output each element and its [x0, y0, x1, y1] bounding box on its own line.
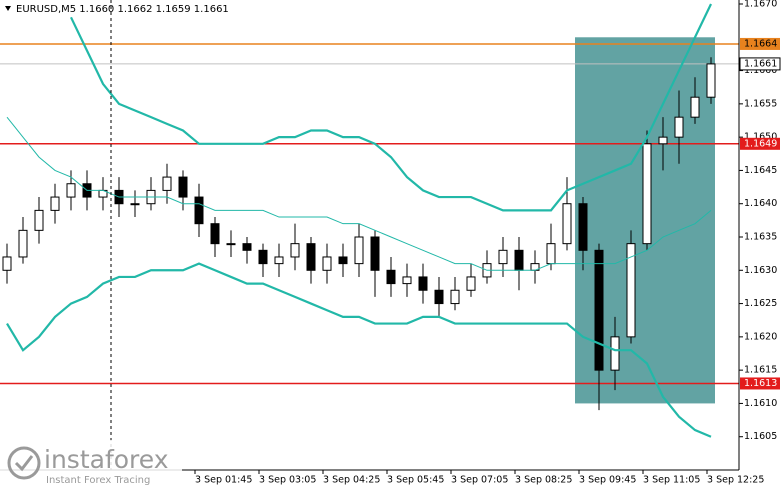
candle-body [258, 249, 268, 265]
y-tick-label: 1.1640 [744, 198, 777, 209]
price-level-box [740, 377, 780, 390]
candle-body [514, 249, 524, 271]
bollinger-band [6, 262, 712, 438]
candle-body [210, 223, 220, 245]
candle-body [610, 336, 620, 371]
bollinger-band [70, 3, 712, 212]
candle-body [50, 196, 60, 211]
candle-body [402, 276, 412, 285]
x-tick-label: 3 Sep 01:45 [195, 475, 252, 486]
candle-body [130, 203, 140, 206]
price-level-box [740, 137, 780, 150]
x-tick-label: 3 Sep 07:05 [451, 475, 508, 486]
logo-tagline: Instant Forex Tracing [46, 475, 150, 486]
candle-body [434, 289, 444, 305]
price-level-label: 1.1664 [744, 38, 777, 49]
price-level-box [739, 57, 781, 71]
candle-body [274, 256, 284, 265]
logo: instaforex Instant Forex Tracing [0, 440, 182, 489]
candle-body [674, 116, 684, 138]
candle-body [242, 243, 252, 251]
x-tick-label: 3 Sep 03:05 [259, 475, 316, 486]
y-tick-label: 1.1630 [744, 265, 777, 276]
x-tick-label: 3 Sep 05:45 [387, 475, 444, 486]
candle-body [226, 243, 236, 246]
candle-body [386, 269, 396, 285]
chart-title: EURUSD,M5 1.1660 1.1662 1.1659 1.1661 [16, 4, 229, 15]
plot-area [0, 3, 739, 438]
y-tick-label: 1.1650 [744, 132, 777, 143]
candle-body [338, 256, 348, 265]
price-level-label: 1.1613 [744, 378, 777, 389]
price-level-label: 1.1661 [744, 58, 777, 69]
y-tick-label: 1.1625 [744, 298, 777, 309]
candle-body [690, 96, 700, 118]
price-level-box [740, 37, 780, 50]
candle-body [194, 196, 204, 225]
candle-body [658, 136, 668, 145]
bollinger-band [6, 116, 712, 271]
candle-body [18, 229, 28, 258]
candle-body [290, 243, 300, 258]
y-tick-label: 1.1605 [744, 431, 777, 442]
x-tick-label: 3 Sep 08:25 [515, 475, 572, 486]
candle-body [370, 236, 380, 271]
logo-icon [7, 446, 41, 480]
y-tick-label: 1.1635 [744, 232, 777, 243]
logo-name: instaforex [44, 445, 169, 474]
logo-icon-mark [14, 455, 34, 472]
candle-body [578, 203, 588, 251]
candle-body [642, 143, 652, 245]
candle-body [626, 243, 636, 338]
candle-body [706, 63, 716, 98]
candle-body [162, 176, 172, 191]
candle-body [178, 176, 188, 198]
x-tick-label: 3 Sep 09:45 [579, 475, 636, 486]
candle-body [306, 243, 316, 271]
candle-body [354, 236, 364, 265]
y-tick-label: 1.1670 [744, 0, 777, 10]
candle-body [66, 183, 76, 198]
candle-body [466, 276, 476, 291]
candle-body [2, 256, 12, 271]
candle-body [562, 203, 572, 245]
y-tick-label: 1.1615 [744, 365, 777, 376]
x-tick-label: 3 Sep 04:25 [323, 475, 380, 486]
y-tick-label: 1.1610 [744, 398, 777, 409]
y-tick-label: 1.1645 [744, 165, 777, 176]
candle-body [450, 289, 460, 305]
candle-body [498, 249, 508, 265]
candle-body [322, 256, 332, 271]
candle-body [34, 209, 44, 231]
x-tick-label: 3 Sep 11:05 [643, 475, 700, 486]
y-tick-label: 1.1660 [744, 65, 777, 76]
menu-arrow [5, 6, 11, 11]
candle-body [546, 243, 556, 265]
y-tick-label: 1.1620 [744, 331, 777, 342]
candle-body [594, 249, 604, 371]
candle-body [418, 276, 428, 291]
y-tick-label: 1.1655 [744, 98, 777, 109]
x-tick-label: 3 Sep 12:25 [707, 475, 764, 486]
price-level-label: 1.1649 [744, 138, 777, 149]
